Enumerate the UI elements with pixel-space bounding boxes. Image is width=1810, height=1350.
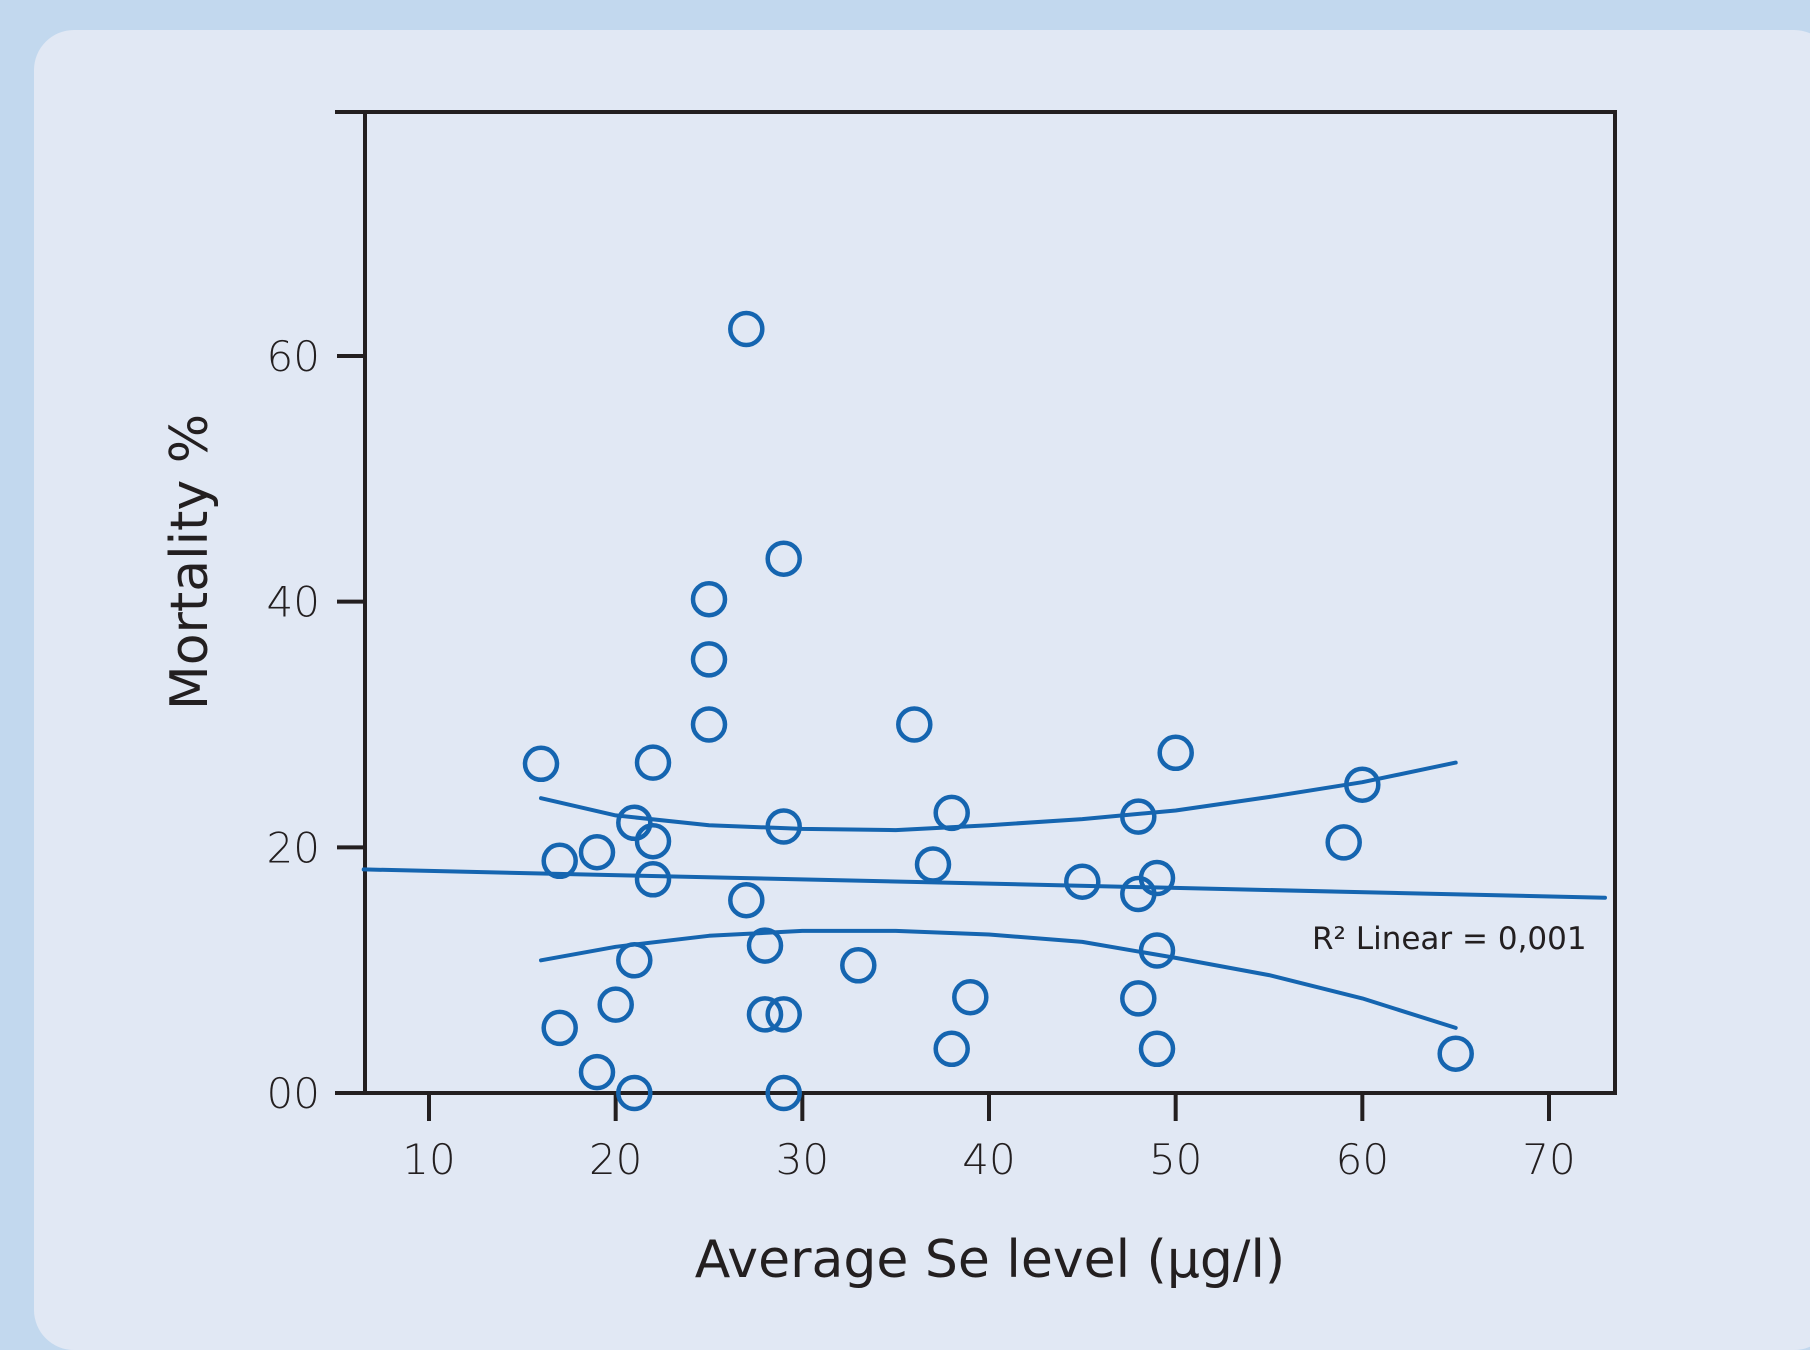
r-squared-annotation: R² Linear = 0,001 [1312, 921, 1587, 957]
data-point [616, 804, 653, 842]
y-tick-label: 40 [267, 578, 320, 627]
x-axis: 10 20 30 40 50 60 70 [402, 1093, 1576, 1184]
data-point [616, 1074, 653, 1112]
data-point [1157, 734, 1194, 772]
data-point [896, 706, 933, 743]
y-tick-label: 20 [267, 823, 320, 872]
data-point [746, 927, 784, 964]
data-point [634, 822, 672, 860]
x-tick-label: 20 [589, 1135, 642, 1184]
x-tick-label: 50 [1149, 1135, 1202, 1184]
data-point [541, 1009, 578, 1047]
data-point [597, 986, 634, 1023]
x-tick-label: 30 [776, 1135, 829, 1184]
chart-panel [34, 30, 1810, 1350]
data-point [746, 996, 784, 1033]
data-point [690, 580, 728, 618]
confidence-upper-curve [539, 760, 1458, 833]
data-point [690, 641, 728, 678]
y-tick-label: 00 [267, 1069, 320, 1118]
data-point [1325, 824, 1362, 861]
data-points [522, 310, 1474, 1112]
data-point [933, 794, 970, 832]
data-point [578, 833, 616, 871]
y-axis: 00 20 40 60 [267, 332, 365, 1118]
data-point [728, 881, 765, 919]
data-point [765, 540, 802, 577]
data-point [634, 861, 672, 898]
x-axis-title: Average Se level (µg/l) [695, 1230, 1285, 1290]
x-tick-label: 10 [402, 1135, 455, 1184]
data-point [933, 1030, 970, 1068]
data-point [522, 745, 560, 783]
data-point [1064, 863, 1101, 900]
data-point [1120, 875, 1157, 913]
data-point [690, 706, 728, 743]
x-tick-label: 60 [1336, 1135, 1389, 1184]
data-point [578, 1053, 616, 1091]
data-point [541, 842, 578, 880]
data-point [952, 978, 989, 1016]
scatter-chart: 10 20 30 40 50 60 70 00 20 40 60 R² Linear = 0,00… [160, 110, 1617, 1290]
data-point [765, 996, 802, 1033]
y-tick-label: 60 [267, 332, 320, 381]
data-point [840, 947, 877, 984]
x-tick-label: 40 [962, 1135, 1015, 1184]
data-point [765, 808, 802, 845]
data-point [1138, 1030, 1176, 1068]
confidence-lower-curve [539, 928, 1458, 1030]
x-tick-label: 70 [1522, 1135, 1575, 1184]
data-point [728, 310, 765, 348]
data-point [1344, 766, 1381, 803]
data-point [1437, 1035, 1474, 1072]
data-point [914, 846, 952, 883]
data-point [634, 744, 672, 781]
data-point [616, 942, 653, 979]
data-point [1138, 932, 1176, 969]
data-point [1120, 798, 1157, 835]
data-point [765, 1074, 802, 1112]
y-axis-title: Mortality % [160, 414, 220, 710]
data-point [1120, 980, 1157, 1017]
